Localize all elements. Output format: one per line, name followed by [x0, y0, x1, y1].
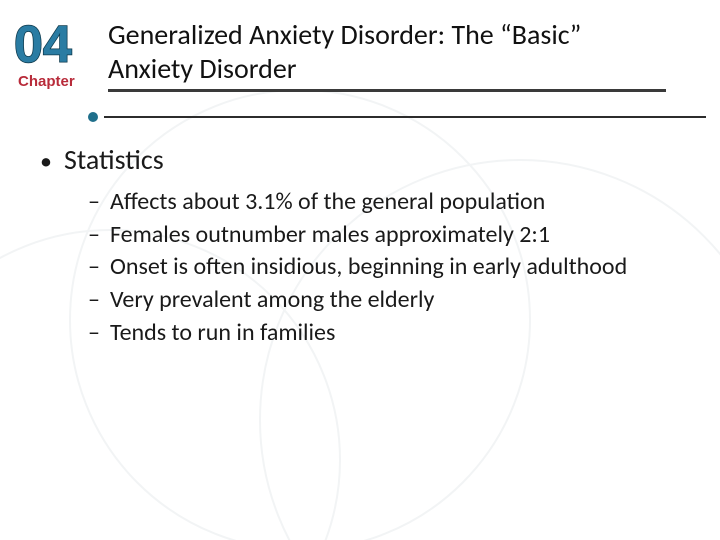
list-item: – Onset is often insidious, beginning in…	[88, 252, 680, 283]
heading-line: • Statistics	[40, 142, 680, 177]
bullet-dot-icon: •	[40, 150, 64, 174]
rule-dot-icon	[88, 112, 98, 122]
chapter-label: Chapter	[18, 73, 75, 90]
chapter-number: 04	[14, 16, 72, 74]
list-item-text: Affects about 3.1% of the general popula…	[110, 187, 680, 218]
list-item-text: Tends to run in families	[110, 318, 680, 349]
bullet-list: – Affects about 3.1% of the general popu…	[88, 187, 680, 349]
slide-title: Generalized Anxiety Disorder: The “Basic…	[108, 18, 666, 92]
slide-header: 04 Chapter Generalized Anxiety Disorder:…	[0, 0, 720, 100]
dash-icon: –	[88, 187, 110, 218]
list-item-text: Very prevalent among the elderly	[110, 285, 680, 316]
list-item: – Females outnumber males approximately …	[88, 220, 680, 251]
heading-text: Statistics	[64, 142, 164, 177]
list-item-text: Females outnumber males approximately 2:…	[110, 220, 680, 251]
rule-line	[104, 116, 706, 118]
dash-icon: –	[88, 252, 110, 283]
dash-icon: –	[88, 318, 110, 349]
dash-icon: –	[88, 220, 110, 251]
slide-body: • Statistics – Affects about 3.1% of the…	[0, 100, 720, 349]
chapter-badge: 04 Chapter	[14, 14, 98, 100]
list-item: – Very prevalent among the elderly	[88, 285, 680, 316]
list-item: – Tends to run in families	[88, 318, 680, 349]
list-item-text: Onset is often insidious, beginning in e…	[110, 252, 680, 283]
list-item: – Affects about 3.1% of the general popu…	[88, 187, 680, 218]
dash-icon: –	[88, 285, 110, 316]
header-rule	[14, 110, 706, 124]
